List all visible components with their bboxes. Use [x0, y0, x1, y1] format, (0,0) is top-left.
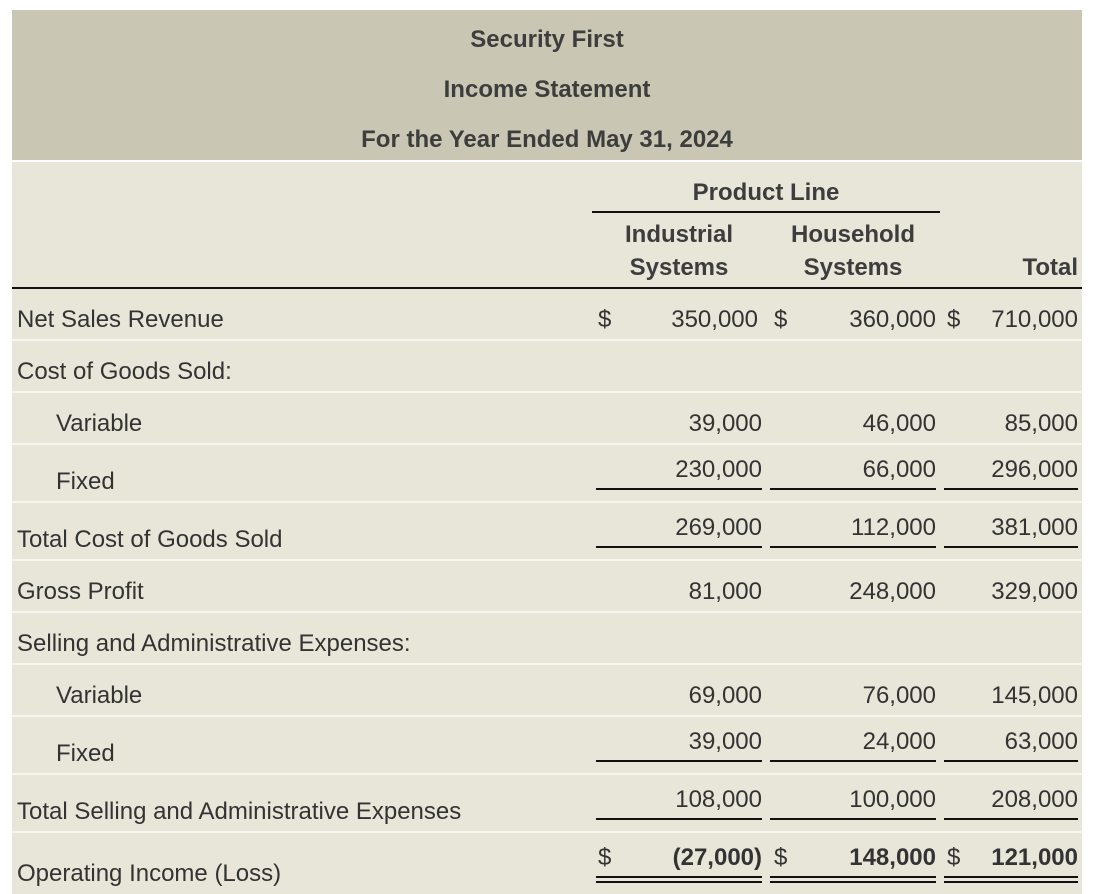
industrial-value: 39,000 — [688, 410, 762, 437]
row-separator — [12, 339, 1082, 341]
product-line-heading: Product Line — [692, 179, 840, 206]
currency-symbol: $ — [947, 306, 961, 333]
total-value: 208,000 — [991, 786, 1078, 813]
subtotal-underline — [596, 760, 762, 762]
total-value: 63,000 — [1004, 728, 1078, 755]
company-name: Security First — [470, 26, 624, 53]
currency-symbol: $ — [947, 844, 961, 871]
industrial-value: (27,000) — [672, 844, 762, 871]
subtotal-underline — [770, 760, 936, 762]
total-value: 85,000 — [1004, 410, 1078, 437]
row-separator — [12, 611, 1082, 613]
household-value: 148,000 — [849, 844, 936, 871]
industrial-value: 69,000 — [688, 682, 762, 709]
row-separator — [12, 773, 1082, 775]
industrial-value: 81,000 — [688, 578, 762, 605]
subtotal-underline — [944, 546, 1078, 548]
subtotal-underline — [770, 546, 936, 548]
household-heading-line2: Systems — [803, 254, 903, 281]
currency-symbol: $ — [598, 306, 612, 333]
subtotal-underline — [596, 488, 762, 490]
total-value: 710,000 — [991, 306, 1078, 333]
industrial-heading-line2: Systems — [629, 254, 729, 281]
household-value: 46,000 — [862, 410, 936, 437]
row-label: Total Cost of Goods Sold — [17, 526, 283, 553]
industrial-value: 108,000 — [675, 786, 762, 813]
industrial-value: 230,000 — [675, 456, 762, 483]
household-value: 76,000 — [862, 682, 936, 709]
total-value: 381,000 — [991, 514, 1078, 541]
subtotal-underline — [596, 818, 762, 820]
industrial-value: 269,000 — [675, 514, 762, 541]
industrial-heading-line1: Industrial — [624, 221, 733, 248]
row-label: Fixed — [56, 740, 115, 767]
total-value: 296,000 — [991, 456, 1078, 483]
row-label: Operating Income (Loss) — [17, 860, 282, 887]
row-label: Gross Profit — [17, 578, 144, 605]
income-statement: Security First Income Statement For the … — [12, 10, 1082, 894]
total-double-underline — [596, 876, 762, 883]
currency-symbol: $ — [774, 844, 788, 871]
household-value: 66,000 — [862, 456, 936, 483]
row-label: Total Selling and Administrative Expense… — [17, 798, 462, 825]
row-separator — [12, 559, 1082, 561]
industrial-value: 39,000 — [688, 728, 762, 755]
row-separator — [12, 831, 1082, 833]
row-separator — [12, 663, 1082, 665]
subtotal-underline — [770, 818, 936, 820]
row-separator — [12, 715, 1082, 717]
household-value: 100,000 — [849, 786, 936, 813]
row-label: Net Sales Revenue — [17, 306, 224, 333]
household-value: 360,000 — [849, 306, 936, 333]
subtotal-underline — [770, 488, 936, 490]
household-value: 248,000 — [849, 578, 936, 605]
household-value: 24,000 — [862, 728, 936, 755]
total-value: 145,000 — [991, 682, 1078, 709]
subtotal-underline — [596, 546, 762, 548]
industrial-value: 350,000 — [671, 306, 758, 333]
total-heading: Total — [1022, 254, 1078, 281]
row-label: Variable — [56, 410, 143, 437]
statement-header: Security First Income Statement For the … — [12, 10, 1082, 162]
row-separator — [12, 501, 1082, 503]
product-line-rule — [592, 211, 940, 213]
section-label: Selling and Administrative Expenses: — [17, 630, 411, 657]
header-bottom-rule — [12, 287, 1082, 289]
subtotal-underline — [944, 818, 1078, 820]
household-heading-line1: Household — [791, 221, 915, 248]
currency-symbol: $ — [598, 844, 612, 871]
total-value: 329,000 — [991, 578, 1078, 605]
total-double-underline — [770, 876, 936, 883]
statement-title: Income Statement — [443, 76, 651, 103]
total-value: 121,000 — [991, 844, 1078, 871]
subtotal-underline — [944, 488, 1078, 490]
row-label: Fixed — [56, 468, 115, 495]
row-separator — [12, 443, 1082, 445]
total-double-underline — [944, 876, 1078, 883]
household-value: 112,000 — [851, 514, 936, 541]
statement-period: For the Year Ended May 31, 2024 — [361, 126, 733, 153]
section-label: Cost of Goods Sold: — [17, 358, 232, 385]
currency-symbol: $ — [774, 306, 788, 333]
row-separator — [12, 391, 1082, 393]
row-label: Variable — [56, 682, 143, 709]
subtotal-underline — [944, 760, 1078, 762]
